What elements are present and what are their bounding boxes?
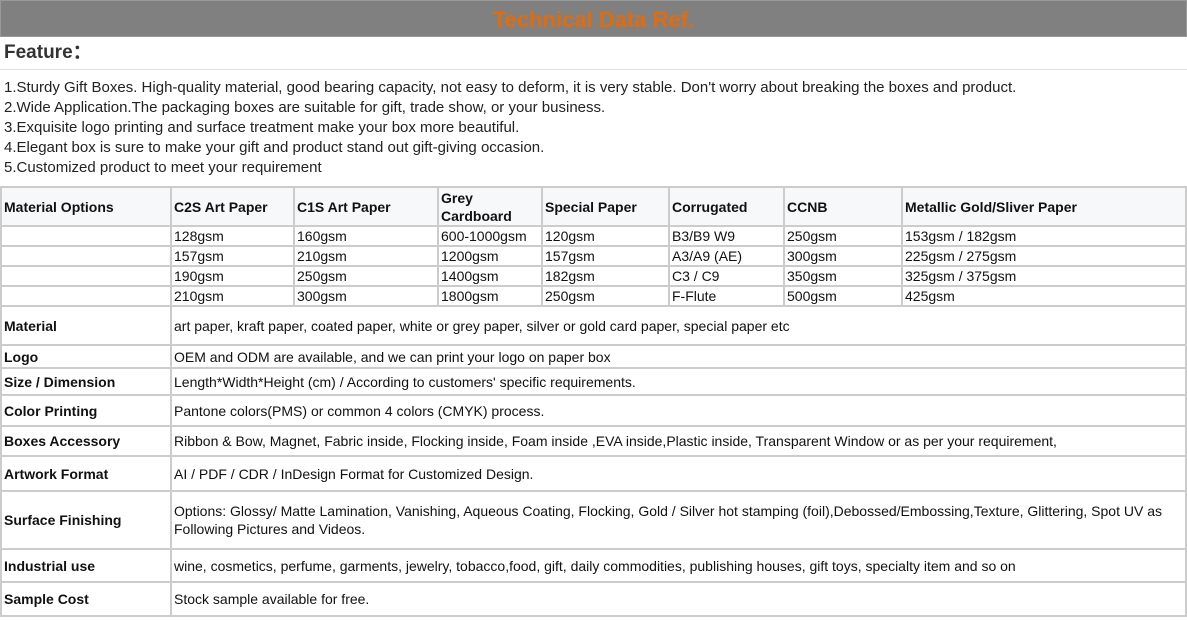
table-cell: 190gsm xyxy=(170,265,295,287)
table-cell: 350gsm xyxy=(783,265,903,287)
spec-row: Industrial use wine, cosmetics, perfume, … xyxy=(0,548,1187,583)
table-cell xyxy=(0,285,172,307)
feature-item: 1.Sturdy Gift Boxes. High-quality materi… xyxy=(4,79,1017,96)
material-header-row: Material Options C2S Art Paper C1S Art Pap… xyxy=(0,186,1187,227)
spec-value: Pantone colors(PMS) or common 4 colors (… xyxy=(170,394,1187,427)
spec-label: Material xyxy=(0,305,172,346)
table-cell: C3 / C9 xyxy=(668,265,785,287)
table-cell: 1800gsm xyxy=(437,285,543,307)
spec-row: Surface Finishing Options: Glossy/ Matte … xyxy=(0,490,1187,550)
table-cell xyxy=(0,265,172,287)
spec-row: Material art paper, kraft paper, coated p… xyxy=(0,305,1187,346)
spec-value: Stock sample available for free. xyxy=(170,581,1187,617)
feature-item: 3.Exquisite logo printing and surface tr… xyxy=(4,119,520,136)
table-row: 210gsm 300gsm 1800gsm 250gsm F-Flute 500gsm 42… xyxy=(0,285,1187,307)
table-cell: 157gsm xyxy=(541,245,670,267)
spec-label: Logo xyxy=(0,344,172,369)
table-cell: 153gsm / 182gsm xyxy=(901,225,1187,247)
feature-heading: Feature： xyxy=(0,37,1187,70)
spec-row: Boxes Accessory Ribbon & Bow, Magnet, Fab… xyxy=(0,425,1187,457)
table-cell: 120gsm xyxy=(541,225,670,247)
table-cell xyxy=(0,245,172,267)
table-cell: 1200gsm xyxy=(437,245,543,267)
spec-table: Material Options C2S Art Paper C1S Art Pap… xyxy=(0,186,1187,617)
feature-item: 2.Wide Application.The packaging boxes a… xyxy=(4,99,606,116)
feature-item: 5.Customized product to meet your requir… xyxy=(4,159,322,176)
spec-label: Surface Finishing xyxy=(0,490,172,550)
spec-value: Length*Width*Height (cm) / According to … xyxy=(170,367,1187,396)
table-row: 128gsm 160gsm 600-1000gsm 120gsm B3/B9 W9 250… xyxy=(0,225,1187,247)
header-cell: Corrugated xyxy=(668,186,785,227)
table-cell: 425gsm xyxy=(901,285,1187,307)
spec-label: Sample Cost xyxy=(0,581,172,617)
header-cell: Grey Cardboard xyxy=(437,186,543,227)
header-cell: C1S Art Paper xyxy=(293,186,439,227)
table-cell: 300gsm xyxy=(783,245,903,267)
page-title: Technical Data Ref. xyxy=(0,0,1187,37)
spec-value: AI / PDF / CDR / InDesign Format for Cus… xyxy=(170,455,1187,492)
table-cell: 225gsm / 275gsm xyxy=(901,245,1187,267)
table-cell: A3/A9 (AE) xyxy=(668,245,785,267)
table-cell: 250gsm xyxy=(783,225,903,247)
header-cell: Metallic Gold/Sliver Paper xyxy=(901,186,1187,227)
spec-label: Size / Dimension xyxy=(0,367,172,396)
table-row: 157gsm 210gsm 1200gsm 157gsm A3/A9 (AE) 300gs… xyxy=(0,245,1187,267)
table-cell: 182gsm xyxy=(541,265,670,287)
table-cell: B3/B9 W9 xyxy=(668,225,785,247)
spec-row: Artwork Format AI / PDF / CDR / InDesign … xyxy=(0,455,1187,492)
spec-value: wine, cosmetics, perfume, garments, jewe… xyxy=(170,548,1187,583)
table-cell: 600-1000gsm xyxy=(437,225,543,247)
table-cell: F-Flute xyxy=(668,285,785,307)
header-cell: Material Options xyxy=(0,186,172,227)
spec-value: Options: Glossy/ Matte Lamination, Vanis… xyxy=(170,490,1187,550)
table-cell: 250gsm xyxy=(293,265,439,287)
spec-label: Industrial use xyxy=(0,548,172,583)
spec-row: Logo OEM and ODM are available, and we ca… xyxy=(0,344,1187,369)
table-cell: 210gsm xyxy=(170,285,295,307)
spec-row: Color Printing Pantone colors(PMS) or com… xyxy=(0,394,1187,427)
table-row: 190gsm 250gsm 1400gsm 182gsm C3 / C9 350gsm 32… xyxy=(0,265,1187,287)
table-cell: 157gsm xyxy=(170,245,295,267)
feature-list: 1.Sturdy Gift Boxes. High-quality materi… xyxy=(0,70,1187,186)
table-cell: 300gsm xyxy=(293,285,439,307)
table-cell: 325gsm / 375gsm xyxy=(901,265,1187,287)
table-cell xyxy=(0,225,172,247)
header-cell: C2S Art Paper xyxy=(170,186,295,227)
spec-label: Boxes Accessory xyxy=(0,425,172,457)
table-cell: 250gsm xyxy=(541,285,670,307)
header-cell: CCNB xyxy=(783,186,903,227)
feature-item: 4.Elegant box is sure to make your gift … xyxy=(4,139,545,156)
spec-value: art paper, kraft paper, coated paper, wh… xyxy=(170,305,1187,346)
header-cell: Special Paper xyxy=(541,186,670,227)
table-cell: 1400gsm xyxy=(437,265,543,287)
table-cell: 160gsm xyxy=(293,225,439,247)
spec-value: OEM and ODM are available, and we can pr… xyxy=(170,344,1187,369)
spec-row: Sample Cost Stock sample available for fr… xyxy=(0,581,1187,617)
table-cell: 210gsm xyxy=(293,245,439,267)
table-cell: 128gsm xyxy=(170,225,295,247)
spec-row: Size / Dimension Length*Width*Height (cm)… xyxy=(0,367,1187,396)
table-cell: 500gsm xyxy=(783,285,903,307)
spec-value: Ribbon & Bow, Magnet, Fabric inside, Flo… xyxy=(170,425,1187,457)
spec-label: Color Printing xyxy=(0,394,172,427)
spec-label: Artwork Format xyxy=(0,455,172,492)
